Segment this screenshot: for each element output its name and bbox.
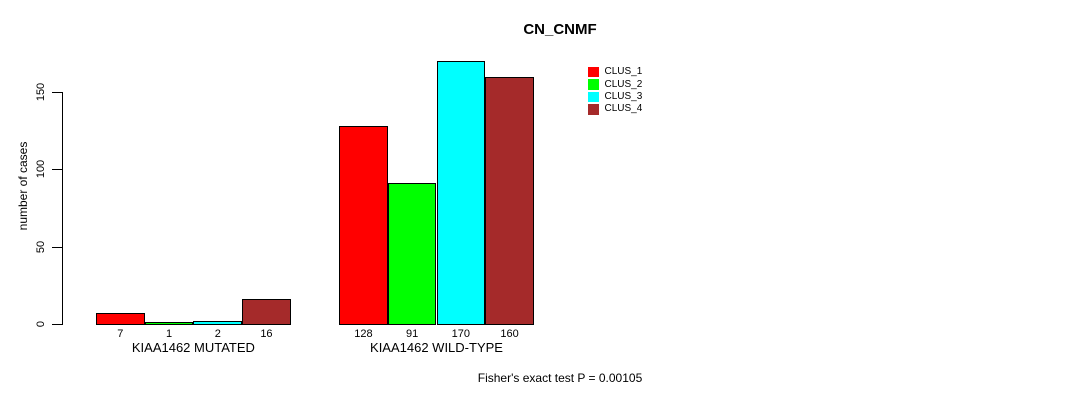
y-tick-mark — [52, 169, 62, 171]
y-tick-label: 0 — [35, 320, 47, 328]
y-tick-label: 100 — [35, 160, 47, 179]
y-tick-mark — [52, 246, 62, 248]
y-tick-mark — [52, 324, 62, 325]
bar-value-label: 160 — [500, 328, 519, 340]
bar — [339, 126, 388, 325]
legend-label: CLUS_3 — [604, 90, 643, 102]
bar — [242, 299, 291, 325]
bar — [96, 313, 145, 325]
pvalue-annotation: Fisher's exact test P = 0.00105 — [477, 371, 643, 385]
bar — [436, 61, 486, 325]
legend-swatch — [588, 66, 599, 78]
legend-swatch — [588, 91, 599, 103]
legend-label: CLUS_1 — [604, 66, 643, 78]
legend-item: CLUS_4 — [588, 103, 642, 115]
y-tick-label: 50 — [35, 240, 47, 253]
legend-swatch — [588, 104, 599, 115]
y-tick-label: 150 — [35, 82, 47, 102]
bar-value-label: 91 — [406, 328, 419, 340]
legend-item: CLUS_1 — [588, 66, 642, 78]
bar-value-label: 2 — [214, 328, 221, 340]
bar — [193, 320, 243, 325]
bar-value-label: 1 — [165, 328, 173, 340]
bar — [387, 183, 437, 325]
legend-swatch — [588, 79, 599, 90]
bar — [485, 76, 534, 325]
bar-value-label: 7 — [117, 328, 124, 340]
legend-item: CLUS_3 — [588, 91, 642, 103]
legend-label: CLUS_2 — [604, 78, 643, 90]
group-label: KIAA1462 MUTATED — [131, 340, 255, 355]
bar-value-label: 16 — [260, 328, 273, 340]
legend-label: CLUS_4 — [604, 103, 643, 115]
y-tick-mark — [52, 92, 62, 93]
legend: CLUS_1 CLUS_2 CLUS_3 CLUS_4 — [588, 66, 642, 116]
y-axis-title: number of cases — [16, 141, 30, 231]
bar — [144, 322, 194, 325]
bar-value-label: 170 — [451, 328, 471, 340]
y-axis-line — [62, 92, 63, 325]
group-label: KIAA1462 WILD-TYPE — [370, 340, 503, 355]
chart-title: CN_CNMF — [523, 21, 597, 38]
legend-item: CLUS_2 — [588, 78, 642, 90]
bar-value-label: 128 — [354, 328, 373, 340]
